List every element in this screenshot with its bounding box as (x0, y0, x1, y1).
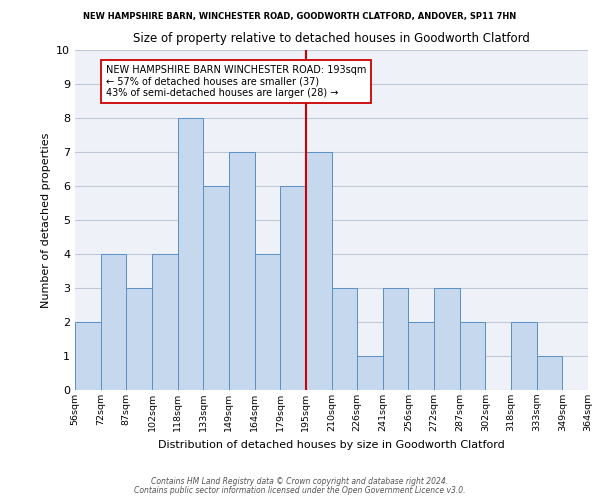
X-axis label: Distribution of detached houses by size in Goodworth Clatford: Distribution of detached houses by size … (158, 440, 505, 450)
Y-axis label: Number of detached properties: Number of detached properties (41, 132, 50, 308)
Bar (203, 186, 229, 390)
Bar (306, 152, 331, 390)
Bar (152, 254, 178, 390)
Bar (460, 322, 485, 390)
Bar (383, 288, 409, 390)
Title: Size of property relative to detached houses in Goodworth Clatford: Size of property relative to detached ho… (133, 32, 530, 44)
Bar (434, 288, 460, 390)
Text: NEW HAMPSHIRE BARN, WINCHESTER ROAD, GOODWORTH CLATFORD, ANDOVER, SP11 7HN: NEW HAMPSHIRE BARN, WINCHESTER ROAD, GOO… (83, 12, 517, 22)
Bar (254, 254, 280, 390)
Bar (75, 322, 101, 390)
Bar (127, 288, 152, 390)
Bar (357, 356, 383, 390)
Bar (409, 322, 434, 390)
Bar (280, 186, 306, 390)
Bar (178, 118, 203, 390)
Bar (331, 288, 357, 390)
Bar (537, 356, 562, 390)
Bar (101, 254, 127, 390)
Text: Contains HM Land Registry data © Crown copyright and database right 2024.: Contains HM Land Registry data © Crown c… (151, 477, 449, 486)
Text: Contains public sector information licensed under the Open Government Licence v3: Contains public sector information licen… (134, 486, 466, 495)
Bar (229, 152, 254, 390)
Text: NEW HAMPSHIRE BARN WINCHESTER ROAD: 193sqm
← 57% of detached houses are smaller : NEW HAMPSHIRE BARN WINCHESTER ROAD: 193s… (106, 66, 366, 98)
Bar (511, 322, 537, 390)
